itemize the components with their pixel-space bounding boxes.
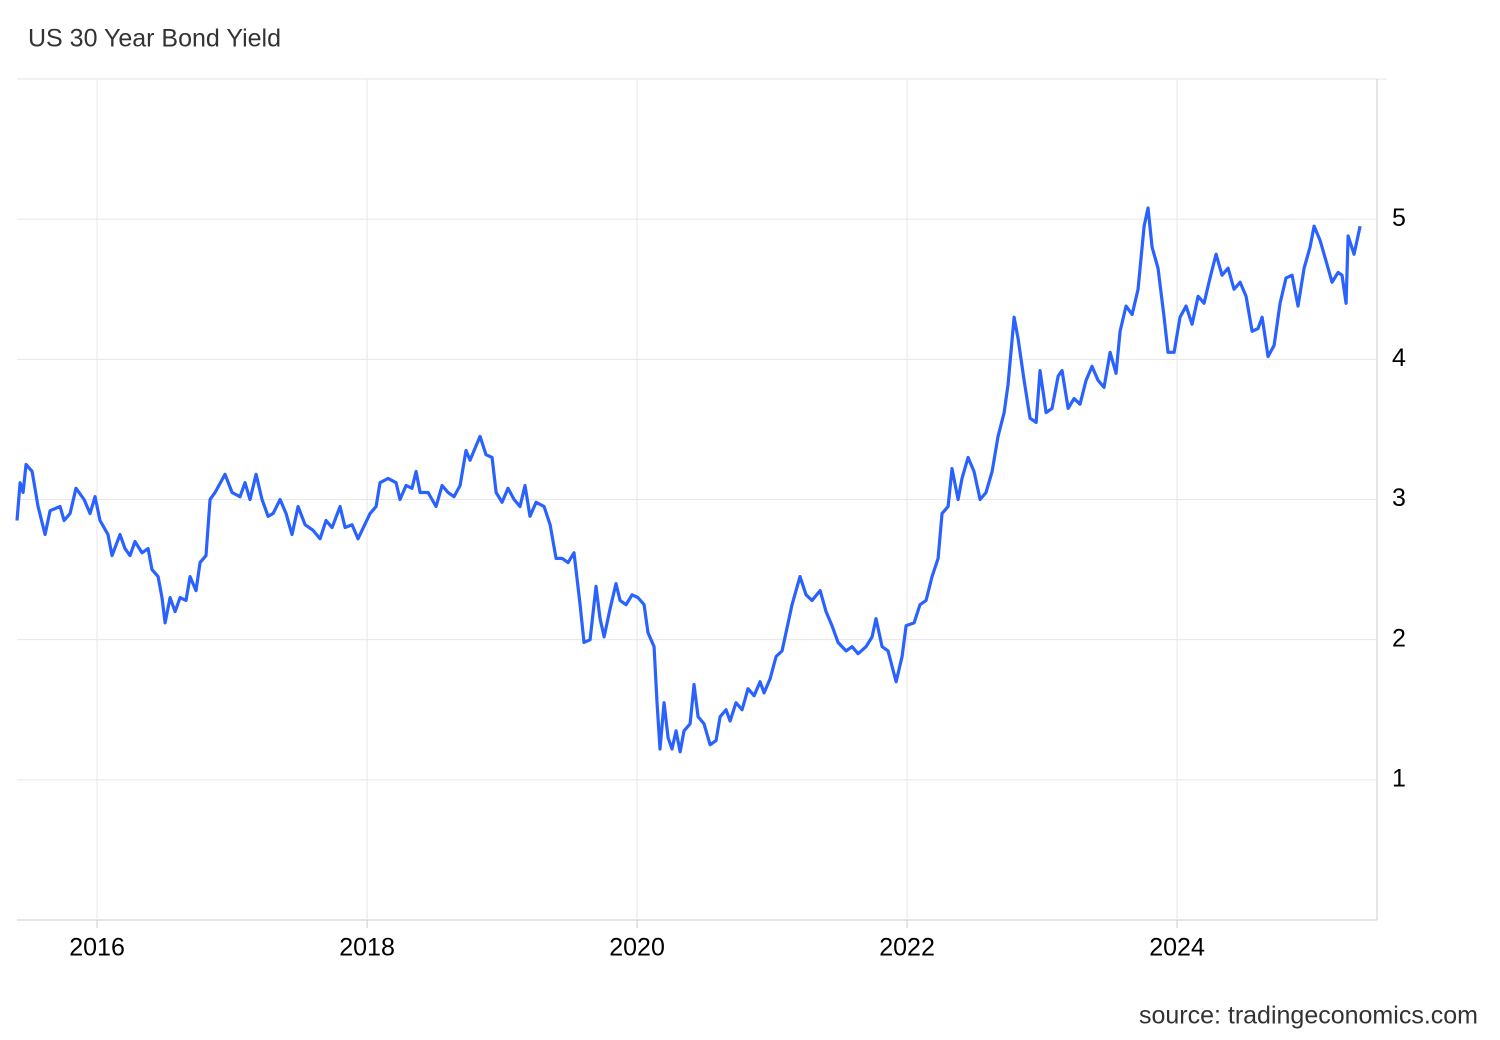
y-tick-label: 3 xyxy=(1392,484,1406,512)
x-tick-label: 2024 xyxy=(1149,934,1205,962)
y-tick-label: 4 xyxy=(1392,344,1406,372)
x-tick-label: 2018 xyxy=(339,934,395,962)
x-tick-label: 2022 xyxy=(879,934,935,962)
x-tick-label: 2016 xyxy=(69,934,125,962)
chart-title: US 30 Year Bond Yield xyxy=(28,25,281,53)
y-tick-label: 1 xyxy=(1392,764,1406,792)
data-line xyxy=(15,206,1362,754)
x-tick-label: 2020 xyxy=(609,934,665,962)
y-tick-label: 5 xyxy=(1392,204,1406,232)
source-note: source: tradingeconomics.com xyxy=(1139,1002,1478,1030)
y-tick-label: 2 xyxy=(1392,624,1406,652)
